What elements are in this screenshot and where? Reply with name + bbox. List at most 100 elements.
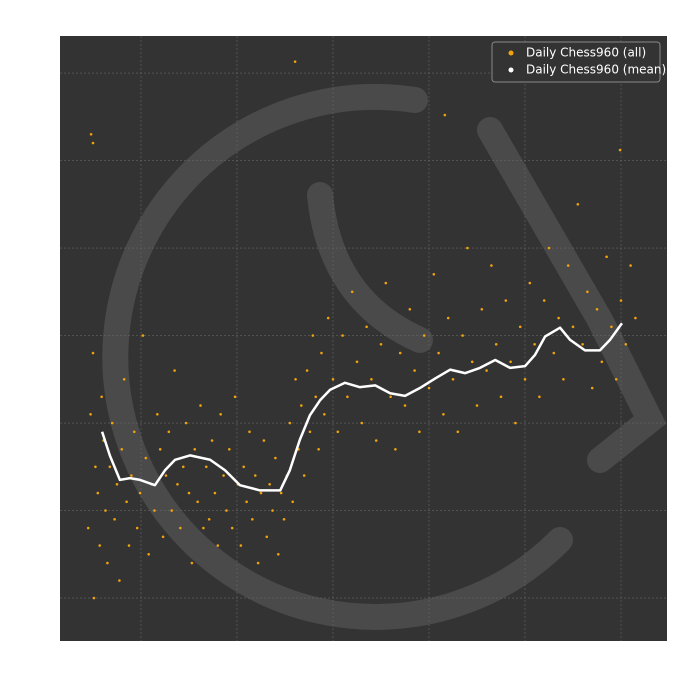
point [302, 474, 306, 477]
point [156, 412, 159, 416]
point [552, 351, 556, 355]
plot-area [60, 36, 667, 641]
point [230, 526, 234, 530]
point [222, 474, 225, 477]
point [408, 307, 412, 311]
point [581, 342, 584, 346]
point [242, 465, 246, 469]
point [161, 535, 165, 539]
point [389, 395, 392, 399]
point [94, 465, 97, 469]
point [331, 377, 335, 381]
point [91, 141, 95, 145]
legend: Daily Chess960 (all) Daily Chess960 (mean… [491, 41, 666, 83]
point [442, 412, 445, 416]
point [202, 526, 205, 530]
point [629, 264, 632, 267]
point [259, 491, 263, 495]
point [308, 430, 312, 434]
point [323, 412, 326, 416]
point [108, 465, 112, 469]
point [190, 561, 194, 565]
point [294, 377, 297, 381]
point [336, 430, 340, 434]
point [89, 132, 93, 136]
point [113, 517, 116, 521]
point [91, 351, 95, 355]
point [384, 281, 388, 285]
point [418, 430, 421, 434]
point [305, 369, 309, 372]
point [282, 517, 286, 521]
point [523, 377, 527, 381]
point [213, 491, 217, 495]
point [96, 491, 100, 495]
point [176, 482, 179, 486]
point [475, 404, 479, 407]
watermark-curve [307, 182, 433, 353]
point [509, 360, 512, 364]
point [480, 307, 484, 311]
point [274, 456, 277, 460]
point [600, 360, 604, 364]
point [571, 325, 575, 329]
point [432, 272, 436, 276]
point [485, 369, 488, 372]
point [196, 500, 199, 504]
point [300, 404, 303, 407]
point [106, 561, 109, 565]
point [204, 465, 208, 469]
point [276, 552, 280, 556]
watermark-stroke [477, 117, 667, 473]
point [98, 544, 102, 547]
point [248, 430, 251, 434]
point [127, 544, 131, 547]
point [590, 386, 594, 390]
point [317, 447, 320, 451]
point [403, 404, 407, 407]
point [499, 395, 503, 399]
point [89, 412, 92, 416]
point [256, 561, 260, 565]
point [542, 299, 546, 302]
legend-marker [508, 67, 514, 73]
point [605, 255, 608, 259]
point [350, 290, 354, 294]
point [365, 325, 368, 329]
point [265, 535, 269, 539]
point [122, 377, 126, 381]
point [262, 439, 266, 442]
legend-box [491, 41, 661, 83]
point [490, 264, 493, 267]
point [199, 404, 202, 407]
watermark-arc [102, 83, 573, 630]
point [566, 264, 570, 267]
point [557, 316, 560, 320]
point [164, 474, 168, 477]
point [233, 395, 237, 399]
point [132, 430, 136, 434]
point [141, 334, 145, 337]
point [374, 439, 378, 442]
mean-line [100, 322, 623, 492]
legend-marker [508, 50, 514, 56]
point [398, 351, 402, 355]
point [326, 316, 330, 320]
point [147, 552, 150, 556]
point [394, 447, 397, 451]
point [437, 351, 440, 355]
point [528, 281, 532, 285]
point [533, 342, 536, 346]
legend-label: Daily Chess960 (mean) [526, 63, 666, 77]
point [293, 60, 297, 63]
point [538, 395, 541, 399]
point [634, 316, 637, 320]
point [92, 596, 96, 600]
point [268, 482, 271, 486]
legend-label: Daily Chess960 (all) [526, 46, 646, 60]
point [167, 430, 171, 434]
point [138, 491, 142, 495]
point [562, 377, 565, 381]
point [225, 509, 228, 512]
point [251, 517, 254, 521]
